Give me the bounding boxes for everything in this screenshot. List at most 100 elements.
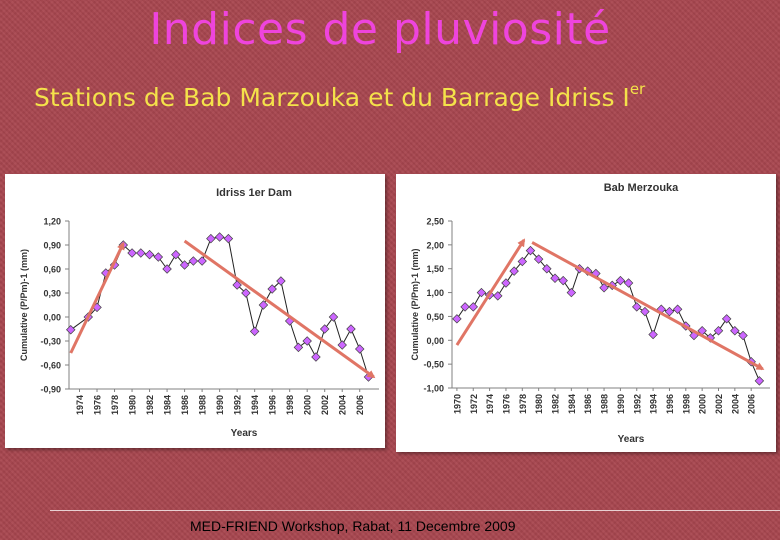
x-tick-label: 1992	[233, 395, 243, 415]
data-point	[267, 284, 277, 294]
series-line	[70, 236, 369, 378]
trend-arrow	[455, 238, 526, 346]
y-tick-label: 2,00	[426, 240, 444, 250]
x-tick-label: 1992	[632, 394, 642, 414]
x-tick-label: 1974	[485, 394, 495, 414]
data-point	[721, 314, 732, 324]
trend-arrow	[69, 241, 125, 354]
data-point	[672, 304, 683, 315]
data-point	[197, 256, 207, 266]
x-tick-label: 1982	[551, 394, 561, 414]
x-tick-label: 1990	[215, 395, 225, 415]
x-tick-label: 1980	[534, 394, 544, 414]
x-tick-label: 2002	[714, 394, 724, 414]
data-point	[509, 266, 519, 276]
data-point	[517, 256, 528, 267]
x-tick-label: 1984	[163, 395, 173, 415]
data-point	[214, 232, 225, 242]
x-tick-label: 1982	[145, 395, 155, 415]
y-tick-label: -0,30	[40, 337, 61, 347]
y-tick-label: -0,90	[40, 385, 61, 395]
x-tick-label: 1978	[110, 395, 120, 415]
data-point	[501, 278, 511, 288]
y-tick-label: -1,00	[423, 384, 444, 394]
y-tick-label: 2,50	[426, 217, 444, 227]
data-point	[249, 326, 260, 337]
data-point	[542, 263, 552, 274]
x-tick-label: 1994	[649, 394, 659, 414]
chart-panel-idriss: Idriss 1er Dam Cumulative (P/Pm)-1 (mm) Ye…	[5, 174, 385, 448]
data-point	[241, 288, 251, 298]
data-point	[525, 245, 536, 256]
x-tick-label: 1994	[250, 395, 260, 415]
data-point	[127, 248, 137, 258]
data-point	[354, 344, 365, 354]
data-point	[232, 280, 242, 290]
x-tick-label: 2002	[320, 395, 330, 415]
x-tick-label: 1978	[518, 394, 528, 414]
data-point	[493, 291, 503, 301]
data-point	[258, 300, 269, 310]
data-point	[738, 330, 748, 341]
data-point	[66, 325, 76, 335]
data-point	[615, 275, 626, 286]
y-tick-label: 0,60	[43, 265, 61, 275]
x-tick-label: 1976	[93, 395, 103, 415]
x-axis-label: Years	[618, 434, 645, 445]
x-tick-label: 1998	[285, 395, 295, 415]
data-point	[162, 264, 172, 274]
x-tick-label: 1972	[469, 394, 479, 414]
y-axis-label: Cumulative (P/Pm)-1 (mm)	[410, 248, 420, 360]
y-tick-label: 0,30	[43, 289, 61, 299]
data-point	[476, 287, 487, 298]
data-point	[144, 249, 155, 260]
x-tick-label: 1990	[616, 394, 626, 414]
trend-arrow	[183, 239, 376, 379]
x-tick-label: 2000	[698, 394, 708, 414]
data-point	[153, 252, 164, 262]
data-point	[171, 249, 181, 260]
data-point	[223, 233, 234, 244]
data-point	[179, 260, 190, 270]
x-tick-label: 1974	[75, 395, 85, 415]
footer-divider	[50, 510, 780, 511]
x-tick-label: 2000	[303, 395, 313, 415]
data-point	[319, 324, 330, 334]
subtitle-text: Stations de Bab Marzouka et du Barrage I…	[34, 83, 630, 112]
x-tick-label: 1996	[268, 395, 278, 415]
data-point	[468, 302, 478, 312]
data-point	[558, 275, 568, 286]
data-point	[632, 302, 642, 312]
x-axis-label: Years	[231, 428, 258, 439]
data-point	[664, 306, 675, 317]
data-point	[713, 326, 724, 336]
x-tick-label: 2006	[747, 394, 757, 414]
data-point	[311, 352, 321, 362]
x-tick-label: 1986	[583, 394, 593, 414]
data-point	[566, 287, 577, 298]
y-tick-label: -0,50	[423, 360, 444, 370]
data-point	[206, 233, 216, 244]
x-tick-label: 1976	[501, 394, 511, 414]
y-tick-label: 1,20	[43, 217, 61, 227]
data-point	[452, 314, 462, 324]
trend-arrow	[531, 241, 765, 371]
y-tick-label: 1,00	[426, 288, 444, 298]
data-point	[188, 256, 199, 266]
x-tick-label: 1980	[128, 395, 138, 415]
data-point	[328, 312, 339, 322]
chart-bab-merzouka: Bab Merzouka Cumulative (P/Pm)-1 (mm) Year…	[410, 182, 770, 445]
x-tick-label: 1988	[600, 394, 610, 414]
data-point	[293, 342, 304, 353]
x-tick-label: 1984	[567, 394, 577, 414]
data-point	[648, 329, 658, 340]
subtitle-superscript: er	[629, 80, 646, 98]
data-point	[136, 248, 146, 258]
y-tick-label: 1,50	[426, 264, 444, 274]
x-tick-label: 2006	[355, 395, 365, 415]
data-point	[346, 324, 356, 334]
slide-subtitle: Stations de Bab Marzouka et du Barrage I…	[34, 80, 774, 112]
x-tick-label: 2004	[338, 395, 348, 415]
y-axis-label: Cumulative (P/Pm)-1 (mm)	[19, 249, 29, 361]
data-point	[599, 283, 609, 293]
